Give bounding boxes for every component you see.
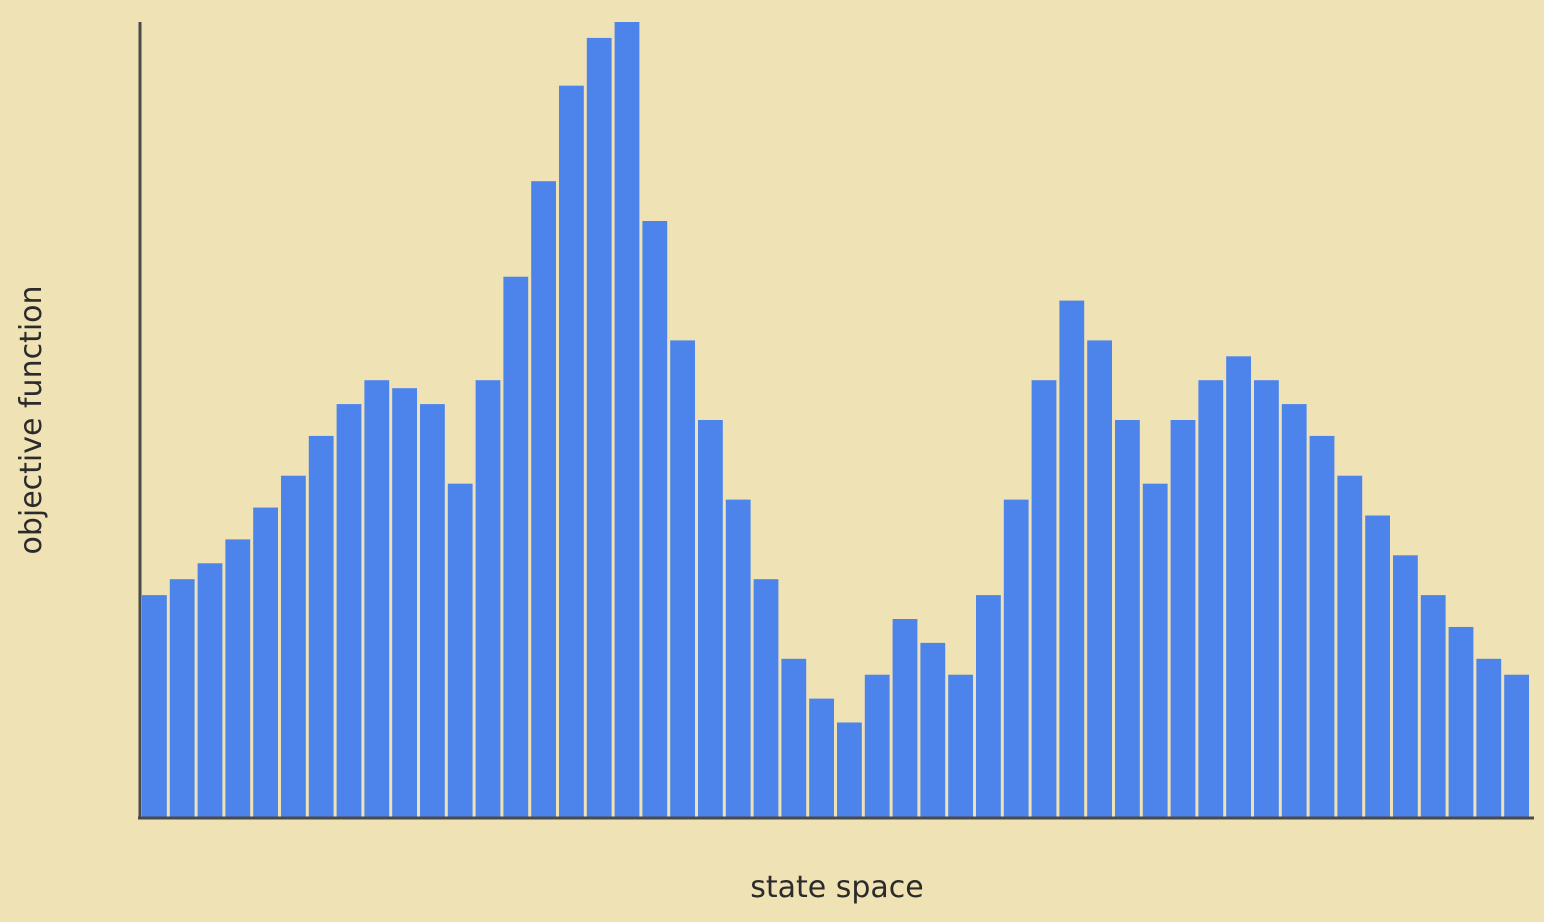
bar — [976, 595, 1001, 818]
bar — [642, 221, 668, 818]
bar — [920, 642, 946, 818]
bar — [1198, 380, 1224, 818]
bar — [1170, 420, 1196, 818]
bar — [1115, 420, 1140, 818]
bar — [475, 380, 501, 818]
bar — [1059, 300, 1085, 819]
y-axis-title: objective function — [14, 285, 49, 554]
bar — [1448, 626, 1474, 818]
bar — [698, 420, 723, 818]
bar — [614, 22, 640, 818]
bars-group — [142, 22, 1529, 819]
bar — [1365, 515, 1390, 818]
bar — [670, 340, 695, 818]
bar — [725, 499, 751, 818]
bar — [1504, 674, 1529, 818]
bar — [948, 674, 973, 818]
x-axis-title: state space — [750, 870, 924, 905]
bar — [1087, 340, 1112, 818]
bar — [308, 435, 334, 818]
bar — [1476, 658, 1502, 818]
bar — [169, 579, 195, 818]
bar — [1281, 404, 1307, 818]
bar — [253, 507, 278, 818]
bar — [1393, 555, 1418, 818]
bar — [1254, 380, 1279, 818]
bar — [420, 404, 445, 818]
bar — [864, 674, 890, 818]
bar — [197, 563, 223, 818]
bar — [1226, 356, 1251, 818]
bar — [586, 37, 612, 819]
bar — [364, 380, 390, 818]
bar — [781, 658, 807, 818]
bar — [892, 619, 918, 818]
bar — [142, 595, 167, 818]
bar — [1142, 483, 1168, 818]
bar — [281, 475, 306, 818]
bar — [1031, 380, 1057, 818]
bar — [503, 276, 529, 819]
bar — [225, 539, 251, 818]
bar — [1337, 475, 1363, 818]
bar — [809, 698, 834, 818]
bar — [336, 404, 362, 818]
bar — [753, 579, 779, 818]
bar — [559, 85, 584, 819]
bar — [837, 722, 862, 818]
bar — [392, 388, 417, 818]
bar — [1420, 595, 1446, 818]
bar — [1309, 435, 1335, 818]
bar — [447, 483, 473, 818]
bar — [1003, 499, 1029, 818]
bar — [531, 181, 556, 818]
